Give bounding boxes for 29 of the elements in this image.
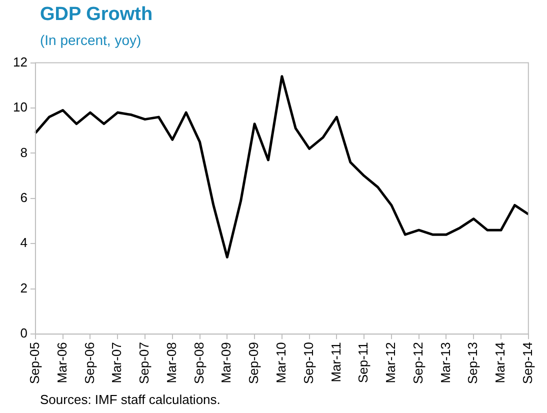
y-tick-label: 0 xyxy=(20,326,28,341)
x-tick-label: Sep-11 xyxy=(356,342,371,384)
y-tick-label: 2 xyxy=(20,280,28,296)
x-tick-label: Sep-07 xyxy=(136,342,152,384)
x-tick-label: Mar-14 xyxy=(492,342,508,384)
x-tick-label: Mar-07 xyxy=(109,342,124,384)
x-tick-label: Sep-14 xyxy=(520,342,535,384)
x-tick-label: Sep-05 xyxy=(27,342,42,384)
source-note: Sources: IMF staff calculations. xyxy=(40,392,220,407)
x-tick-label: Sep-08 xyxy=(191,342,206,384)
x-tick-label: Mar-10 xyxy=(274,342,289,384)
x-tick-label: Sep-13 xyxy=(465,342,480,384)
x-tick-label: Sep-12 xyxy=(410,342,426,384)
y-tick-label: 10 xyxy=(12,100,28,115)
y-tick-label: 8 xyxy=(20,144,28,160)
x-tick-label: Mar-09 xyxy=(218,342,234,384)
x-tick-label: Mar-08 xyxy=(164,342,179,384)
y-tick-label: 6 xyxy=(20,190,28,206)
x-tick-label: Sep-06 xyxy=(82,342,97,384)
x-tick-label: Sep-09 xyxy=(246,342,262,384)
x-tick-label: Mar-13 xyxy=(438,342,453,384)
y-tick-label: 12 xyxy=(12,54,28,70)
y-tick-label: 4 xyxy=(20,235,28,250)
chart-title: GDP Growth xyxy=(40,4,153,26)
chart-subtitle: (In percent, yoy) xyxy=(40,32,142,48)
x-tick-label: Mar-11 xyxy=(328,342,344,382)
x-tick-label: Sep-10 xyxy=(300,342,316,384)
x-tick-label: Mar-12 xyxy=(383,342,398,384)
x-tick-label: Mar-06 xyxy=(54,342,70,384)
